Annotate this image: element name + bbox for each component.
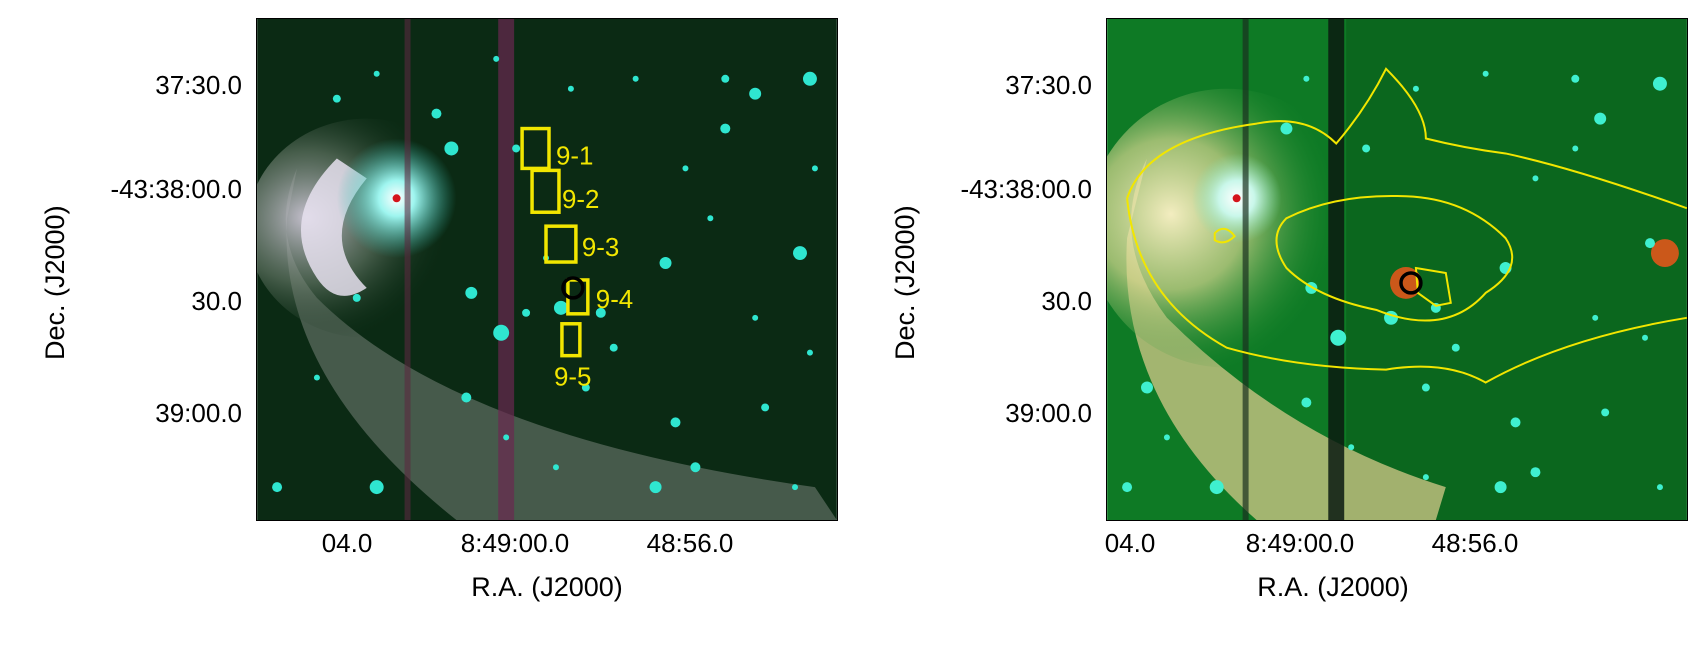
marker-circle [561,276,585,300]
region-box-9-3 [544,224,578,264]
region-label-9-4: 9-4 [596,286,633,314]
contour-outer [1126,198,1687,384]
y-axis-title: Dec. (J2000) [890,205,920,360]
dec-tick-label: 39:00.0 [155,398,242,428]
x-axis-title: R.A. (J2000) [471,572,623,602]
ra-tick-label: 8:49:00.0 [460,528,570,558]
region-box-9-5 [560,322,582,358]
nebula-arc [1126,158,1446,520]
central-star-marker [392,194,401,203]
central-star-marker [1232,194,1241,203]
contour-inner [1275,194,1514,322]
ra-tick-label: 48:56.0 [1431,528,1519,558]
stripe-artifact [404,19,411,520]
field-stars [272,55,818,495]
right-image-frame [1106,18,1688,521]
dec-tick-label: -43:38:00.0 [110,174,242,204]
left-panel: 9-1 9-2 9-3 9-4 9-5 37:30.0 -43:38:00.0 … [40,18,838,602]
region-box-9-1 [520,126,551,171]
x-axis-title: R.A. (J2000) [1257,572,1409,602]
dec-tick-label: 30.0 [191,286,242,316]
field-stars [1122,70,1667,495]
left-image-frame: 9-1 9-2 9-3 9-4 9-5 [256,18,838,521]
dec-tick-label: 30.0 [1041,286,1092,316]
right-panel: 37:30.0 -43:38:00.0 30.0 39:00.0 04.0 8:… [850,0,1700,650]
right-image [1107,19,1687,520]
dec-tick-label: -43:38:00.0 [960,174,1092,204]
region-box-9-2 [530,168,561,214]
stripe-artifact [1328,19,1345,520]
dec-tick-label: 37:30.0 [1005,70,1092,100]
marker-circle [1399,271,1423,295]
contour-core [1213,227,1236,244]
ra-tick-label: 04.0 [1104,528,1156,558]
stripe-artifact [1242,19,1249,520]
dec-tick-label: 37:30.0 [155,70,242,100]
region-label-9-3: 9-3 [582,234,619,262]
dark-region [1346,19,1687,520]
ra-tick-label: 04.0 [321,528,373,558]
dec-tick-label: 39:00.0 [1005,398,1092,428]
y-axis-title: Dec. (J2000) [40,205,70,360]
red-source [1650,239,1679,268]
region-label-9-2: 9-2 [562,186,599,214]
region-label-9-1: 9-1 [556,142,593,170]
nebula-arc [285,168,837,520]
region-label-9-5: 9-5 [554,364,591,392]
left-image: 9-1 9-2 9-3 9-4 9-5 [257,19,837,520]
ra-tick-label: 48:56.0 [646,528,734,558]
contour-outer [1126,67,1687,210]
ra-tick-label: 8:49:00.0 [1245,528,1355,558]
stripe-artifact [498,19,515,520]
